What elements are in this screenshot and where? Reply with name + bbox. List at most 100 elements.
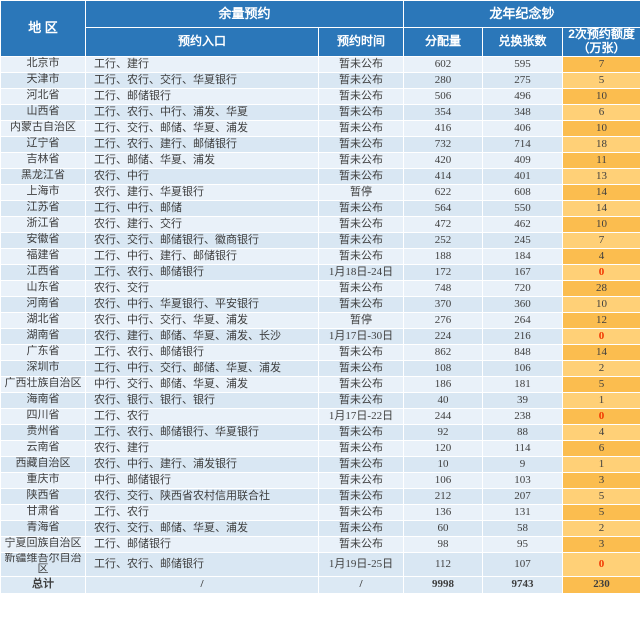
exchange-cell: 114 [482,439,564,457]
quota-cell: 1 [562,391,640,409]
table-row: 黑龙江省 农行、中行 暂未公布 414 401 13 [0,167,640,185]
entrance-cell: 农行、交行、邮储、华夏、浦发 [85,519,319,537]
entrance-cell: 工行、农行 [85,407,319,425]
exchange-cell: 714 [482,135,564,153]
allocation-cell: 60 [403,519,484,537]
entrance-cell: 工行、农行、建行、邮储银行 [85,135,319,153]
exchange-cell: 88 [482,423,564,441]
allocation-cell: 136 [403,503,484,521]
quota-cell: 14 [562,199,640,217]
allocation-cell: 10 [403,455,484,473]
region-cell: 四川省 [0,407,86,425]
region-cell: 河北省 [0,87,86,105]
time-cell: 暂未公布 [317,231,405,249]
entrance-cell: 工行、农行、邮储银行 [85,263,319,281]
exchange-cell: 107 [482,551,564,577]
entrance-cell: 农行、银行、银行、银行 [85,391,319,409]
total-quota-cell: 230 [562,575,640,594]
time-cell: 暂未公布 [317,455,405,473]
entrance-cell: 中行、交行、邮储、华夏、浦发 [85,375,319,393]
time-cell: 暂未公布 [317,151,405,169]
time-cell: 1月17日-30日 [317,327,405,345]
entrance-cell: 农行、建行 [85,439,319,457]
exchange-cell: 181 [482,375,564,393]
quota-cell: 0 [562,407,640,425]
time-cell: 暂未公布 [317,375,405,393]
allocation-cell: 414 [403,167,484,185]
entrance-cell: 工行、中行、交行、邮储、华夏、浦发 [85,359,319,377]
region-cell: 上海市 [0,183,86,201]
table-row: 山东省 农行、交行 暂未公布 748 720 28 [0,279,640,297]
table-row: 上海市 农行、建行、华夏银行 暂停 622 608 14 [0,183,640,201]
exchange-cell: 360 [482,295,564,313]
table-row: 宁夏回族自治区 工行、邮储银行 暂未公布 98 95 3 [0,535,640,553]
table-row: 云南省 农行、建行 暂未公布 120 114 6 [0,439,640,457]
table-row: 辽宁省 工行、农行、建行、邮储银行 暂未公布 732 714 18 [0,135,640,153]
allocation-cell: 420 [403,151,484,169]
entrance-cell: 农行、建行、交行 [85,215,319,233]
entrance-cell: 工行、交行、邮储、华夏、浦发 [85,119,319,137]
exchange-cell: 401 [482,167,564,185]
exchange-cell: 245 [482,231,564,249]
quota-cell: 28 [562,279,640,297]
table-row: 西藏自治区 农行、中行、建行、浦发银行 暂未公布 10 9 1 [0,455,640,473]
entrance-cell: 工行、中行、邮储 [85,199,319,217]
reservation-table: 地 区 余量预约 龙年纪念钞 预约入口 预约时间 分配量 兑换张数 2次预约额度… [0,0,640,594]
allocation-cell: 172 [403,263,484,281]
region-cell: 海南省 [0,391,86,409]
region-cell: 黑龙江省 [0,167,86,185]
allocation-cell: 862 [403,343,484,361]
entrance-cell: 农行、建行、华夏银行 [85,183,319,201]
quota-cell: 0 [562,551,640,577]
entrance-cell: 农行、中行、建行、浦发银行 [85,455,319,473]
table-row: 安徽省 农行、交行、邮储银行、徽商银行 暂未公布 252 245 7 [0,231,640,249]
total-row: 总计 //9998 9743 230 [0,575,640,594]
table-row: 甘肃省 工行、农行 暂未公布 136 131 5 [0,503,640,521]
time-cell: 暂未公布 [317,359,405,377]
entrance-cell: 中行、邮储银行 [85,471,319,489]
allocation-cell: 212 [403,487,484,505]
table-row: 浙江省 农行、建行、交行 暂未公布 472 462 10 [0,215,640,233]
allocation-cell: 732 [403,135,484,153]
time-cell: 暂未公布 [317,167,405,185]
entrance-cell: 农行、中行、华夏银行、平安银行 [85,295,319,313]
time-cell: 暂未公布 [317,55,405,73]
time-cell: 暂未公布 [317,295,405,313]
allocation-cell: 354 [403,103,484,121]
exchange-cell: 106 [482,359,564,377]
quota-cell: 10 [562,87,640,105]
allocation-cell: 416 [403,119,484,137]
allocation-cell: 280 [403,71,484,89]
table-row: 贵州省 工行、农行、邮储银行、华夏银行 暂未公布 92 88 4 [0,423,640,441]
quota-cell: 1 [562,455,640,473]
table-body: 北京市 工行、建行 暂未公布 602 595 7 天津市 工行、农行、交行、华夏银行 暂未公布 2… [0,55,640,594]
quota-cell: 14 [562,183,640,201]
table-row: 内蒙古自治区 工行、交行、邮储、华夏、浦发 暂未公布 416 406 10 [0,119,640,137]
exchange-cell: 720 [482,279,564,297]
quota-cell: 10 [562,119,640,137]
table-row: 河南省 农行、中行、华夏银行、平安银行 暂未公布 370 360 10 [0,295,640,313]
region-cell: 安徽省 [0,231,86,249]
region-cell: 甘肃省 [0,503,86,521]
region-cell: 宁夏回族自治区 [0,535,86,553]
table-row: 福建省 工行、中行、建行、邮储银行 暂未公布 188 184 4 [0,247,640,265]
time-cell: 暂未公布 [317,519,405,537]
exchange-cell: 167 [482,263,564,281]
allocation-cell: 92 [403,423,484,441]
allocation-cell: 186 [403,375,484,393]
allocation-cell: 564 [403,199,484,217]
quota-cell: 13 [562,167,640,185]
time-cell: 1月17日-22日 [317,407,405,425]
total-entrance-cell: / [85,575,319,594]
table-row: 天津市 工行、农行、交行、华夏银行 暂未公布 280 275 5 [0,71,640,89]
allocation-cell: 106 [403,471,484,489]
table-row: 陕西省 农行、交行、陕西省农村信用联合社 暂未公布 212 207 5 [0,487,640,505]
table-row: 江西省 工行、农行、邮储银行 1月18日-24日 172 167 0 [0,263,640,281]
header-group-dragon-year-note: 龙年纪念钞 [403,0,640,28]
allocation-cell: 224 [403,327,484,345]
total-label-cell: 总计 [0,575,86,594]
table-row: 湖北省 农行、中行、交行、华夏、浦发 暂停 276 264 12 [0,311,640,329]
exchange-cell: 131 [482,503,564,521]
quota-cell: 12 [562,311,640,329]
exchange-cell: 550 [482,199,564,217]
